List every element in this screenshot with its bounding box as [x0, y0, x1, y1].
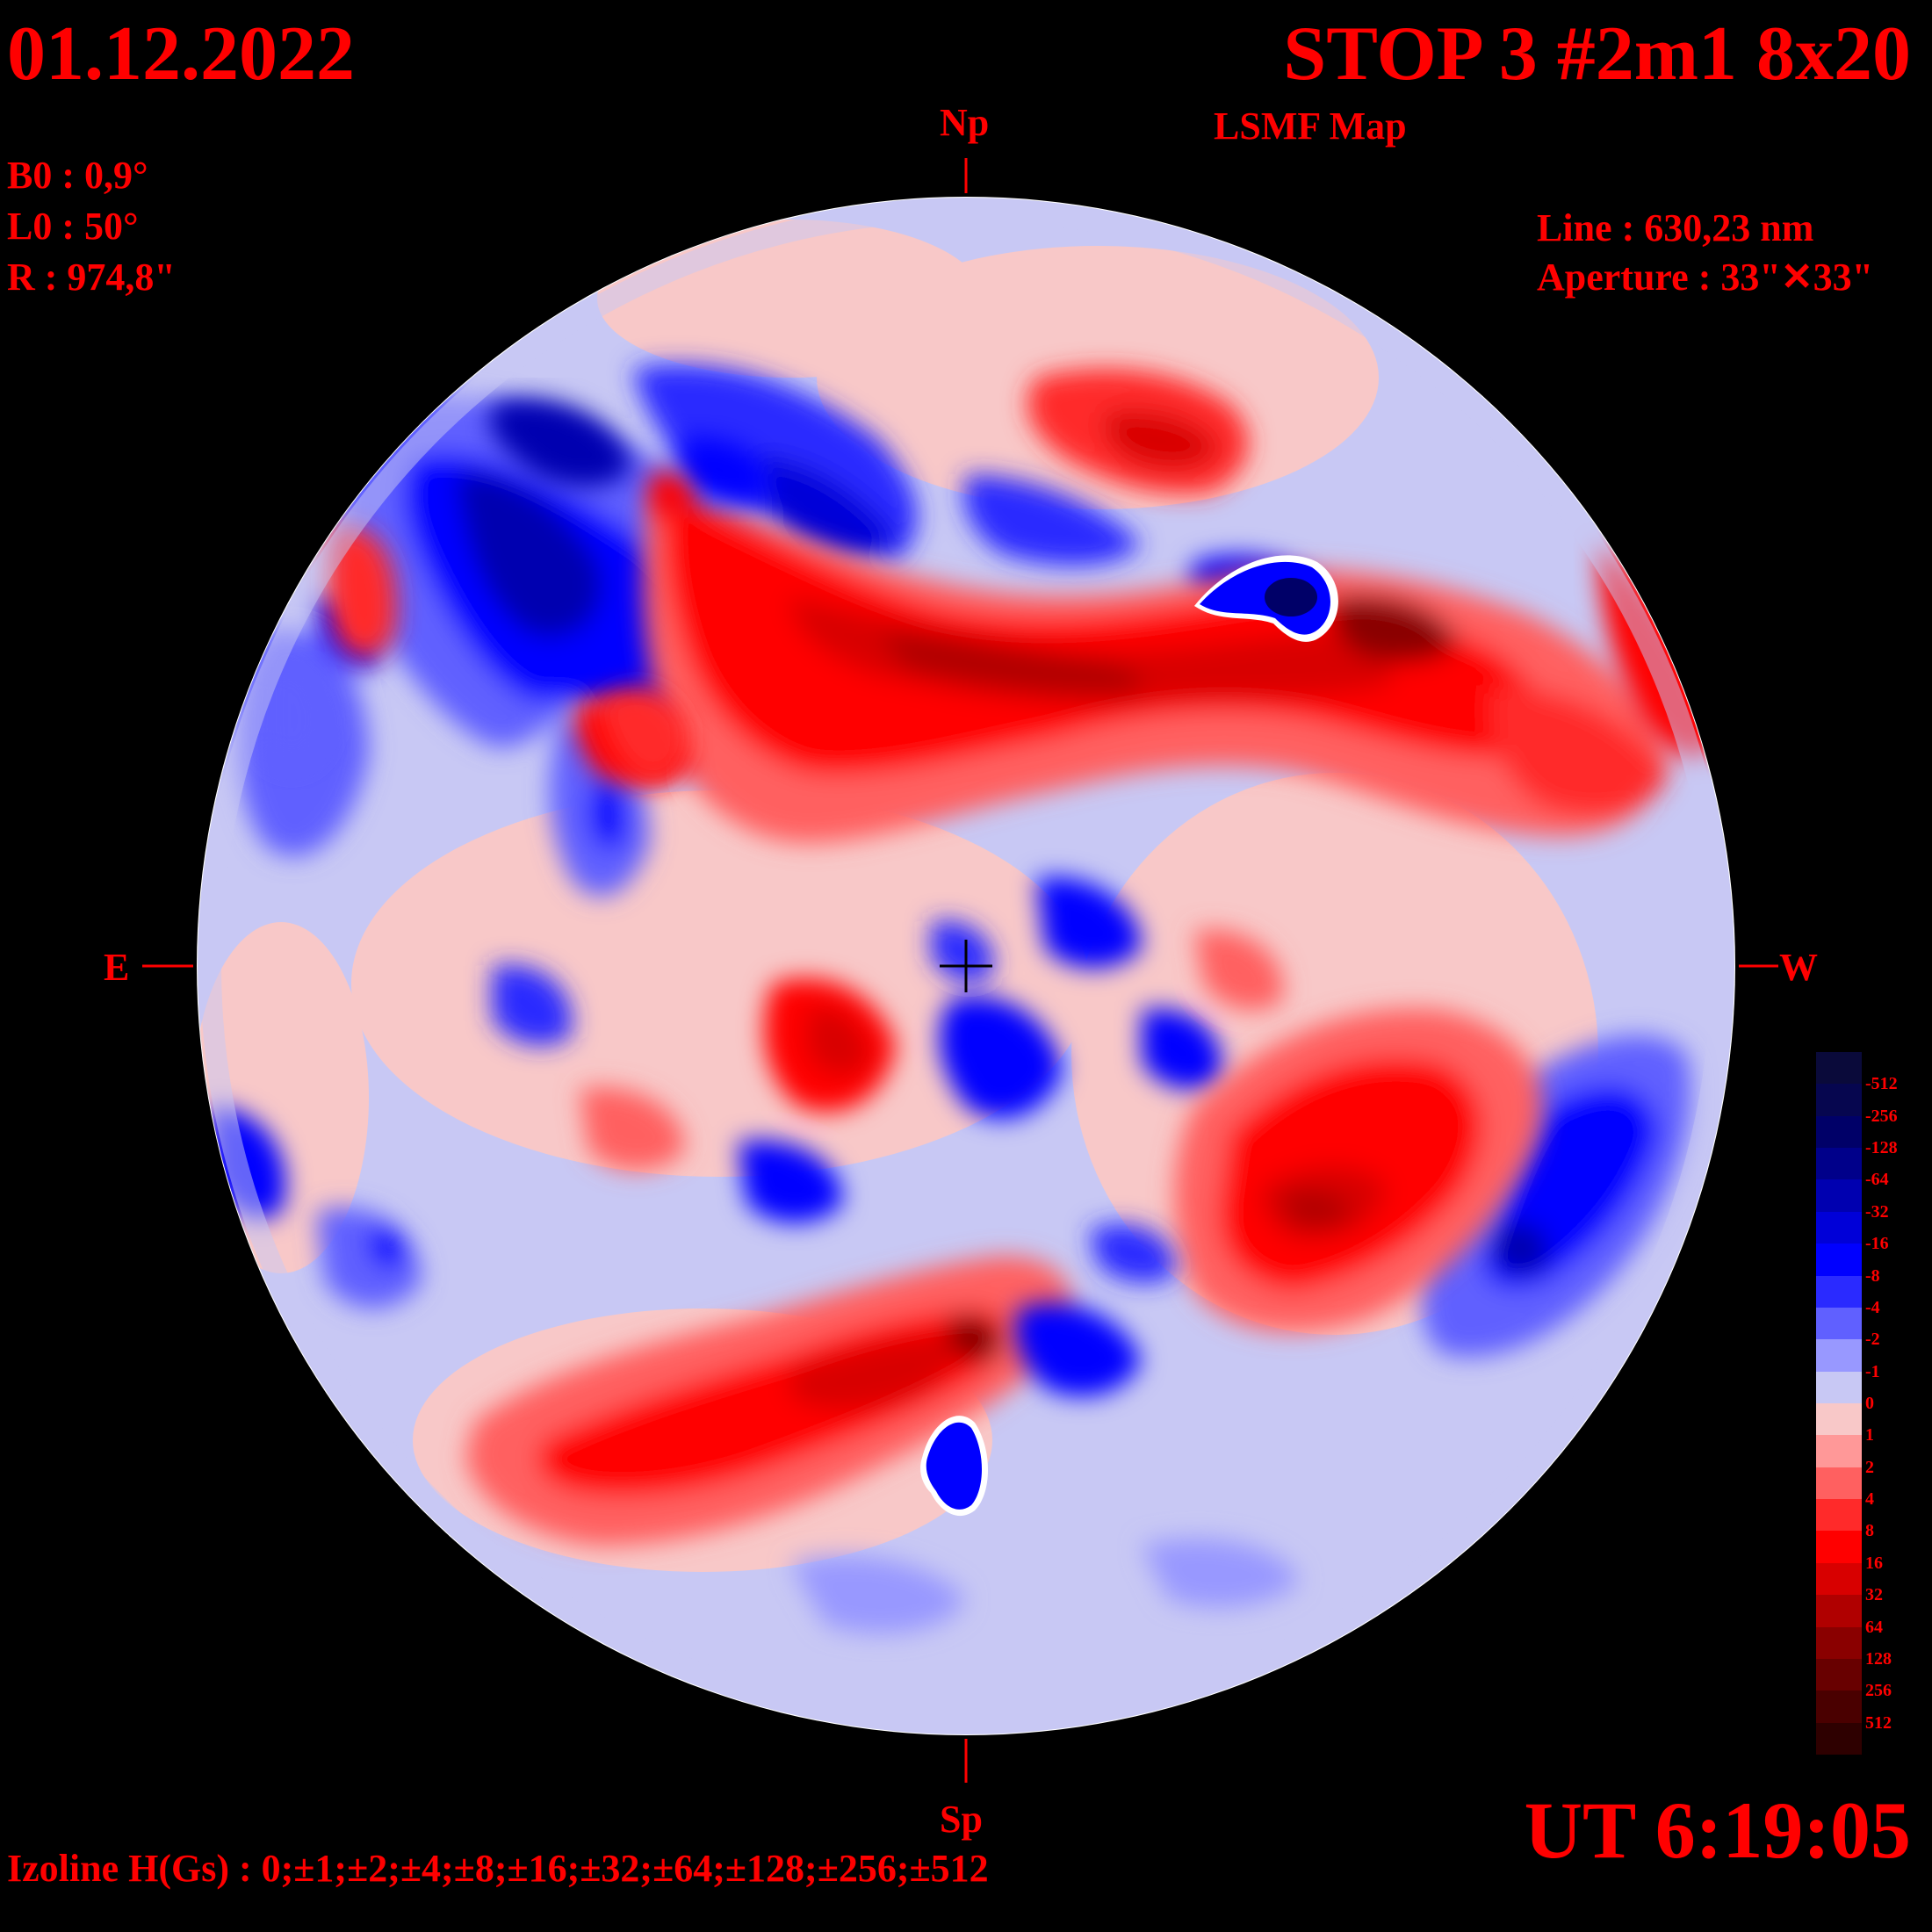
legend-label: 64 — [1865, 1617, 1883, 1637]
field-patches — [198, 198, 1734, 1734]
line-param: Line : 630,23 nm — [1537, 206, 1814, 249]
legend-label: -8 — [1865, 1265, 1880, 1286]
legend-label: 128 — [1865, 1648, 1892, 1669]
legend-label: 1 — [1865, 1425, 1874, 1445]
legend-swatch — [1816, 1275, 1862, 1308]
legend-swatch — [1816, 1595, 1862, 1628]
ut-time-label: UT 6:19:05 — [1524, 1785, 1911, 1875]
legend-swatch — [1816, 1531, 1862, 1564]
legend-swatch — [1816, 1690, 1862, 1724]
legend-label: -16 — [1865, 1234, 1889, 1254]
legend-label: -4 — [1865, 1297, 1880, 1317]
legend-swatch — [1816, 1371, 1862, 1404]
legend-label: -2 — [1865, 1330, 1880, 1350]
legend-label: -512 — [1865, 1074, 1898, 1094]
legend-label: -1 — [1865, 1361, 1880, 1381]
map-type-label: LSMF Map — [1214, 105, 1407, 148]
legend-label: -128 — [1865, 1138, 1898, 1158]
legend-swatch — [1816, 1148, 1862, 1180]
legend-swatch — [1816, 1467, 1862, 1500]
radius-param: R : 974,8" — [7, 256, 176, 299]
south-pole-label: Sp — [940, 1798, 983, 1841]
legend-label: 512 — [1865, 1712, 1892, 1733]
legend-label: 256 — [1865, 1681, 1892, 1701]
aperture-param: Aperture : 33"✕33" — [1537, 256, 1874, 299]
date-label: 01.12.2022 — [7, 11, 355, 97]
axis-ticks — [142, 158, 1778, 1783]
legend-swatch — [1816, 1403, 1862, 1436]
legend-swatch — [1816, 1084, 1862, 1117]
center-crosshair — [940, 940, 992, 992]
legend-label: -32 — [1865, 1201, 1889, 1222]
color-scale-legend — [1816, 1052, 1862, 1755]
l0-param: L0 : 50° — [7, 205, 139, 248]
legend-swatch — [1816, 1658, 1862, 1691]
east-label: E — [104, 946, 130, 989]
legend-swatch — [1816, 1626, 1862, 1660]
legend-label: 32 — [1865, 1585, 1883, 1605]
north-pole-label: Np — [940, 101, 990, 144]
b0-param: B0 : 0,9° — [7, 154, 148, 197]
legend-swatch — [1816, 1307, 1862, 1340]
legend-label: -64 — [1865, 1170, 1889, 1190]
legend-swatch — [1816, 1339, 1862, 1373]
legend-swatch — [1816, 1562, 1862, 1596]
legend-label: -256 — [1865, 1106, 1898, 1126]
legend-swatch — [1816, 1115, 1862, 1149]
izoline-label: Izoline H(Gs) : 0;±1;±2;±4;±8;±16;±32;±6… — [7, 1847, 989, 1890]
legend-swatch — [1816, 1052, 1862, 1085]
legend-label: 4 — [1865, 1489, 1874, 1510]
legend-swatch — [1816, 1435, 1862, 1468]
legend-swatch — [1816, 1179, 1862, 1213]
legend-label: 0 — [1865, 1394, 1874, 1413]
legend-label: 16 — [1865, 1553, 1883, 1573]
west-label: W — [1779, 946, 1818, 989]
legend-label: 2 — [1865, 1457, 1874, 1477]
legend-swatch — [1816, 1211, 1862, 1244]
stop-title: STOP 3 #2m1 8x20 — [1283, 11, 1911, 97]
legend-label: 8 — [1865, 1521, 1874, 1541]
legend-swatch — [1816, 1499, 1862, 1532]
legend-swatch — [1816, 1722, 1862, 1755]
legend-swatch — [1816, 1244, 1862, 1277]
